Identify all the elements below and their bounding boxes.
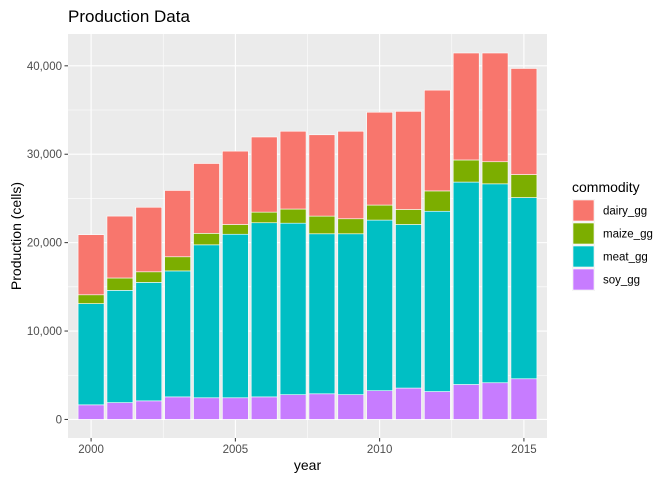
legend-label-meat_gg: meat_gg [603,252,648,264]
bar-maize_gg-2009 [337,218,365,235]
bar-soy_gg-2008 [308,393,336,420]
bar-maize_gg-2002 [135,271,163,283]
x-tick-label: 2010 [367,444,393,456]
bar-maize_gg-2000 [77,294,105,304]
bar-meat_gg-2015 [510,197,538,380]
bar-meat_gg-2001 [106,290,134,403]
bar-meat_gg-2010 [366,219,393,392]
chart-title: Production Data [68,7,190,26]
bar-soy_gg-2003 [164,396,191,420]
bar-dairy_gg-2001 [106,215,134,279]
bar-soy_gg-2001 [106,402,134,420]
bar-dairy_gg-2002 [135,206,163,273]
y-tick-label: 30,000 [27,149,62,161]
y-tick-label: 10,000 [27,326,62,338]
legend-key-maize_gg [572,222,595,245]
bar-maize_gg-2013 [452,159,480,183]
y-axis-title: Production (cells) [8,182,24,290]
bar-dairy_gg-2009 [337,130,365,220]
bar-maize_gg-2005 [222,224,249,235]
bar-meat_gg-2005 [222,233,249,399]
y-tick-label: 40,000 [27,61,62,73]
bar-maize_gg-2008 [308,215,336,235]
legend-key-soy_gg [572,268,595,291]
bar-dairy_gg-2013 [452,52,480,161]
y-tick-label: 0 [56,414,62,426]
bar-soy_gg-2004 [193,397,220,420]
x-tick-label: 2015 [511,444,537,456]
bar-soy_gg-2012 [424,391,451,420]
x-axis: 2000 2005 2010 2015 [78,438,537,456]
bar-meat_gg-2009 [337,233,365,395]
legend-label-maize_gg: maize_gg [603,229,653,241]
bar-maize_gg-2001 [106,277,134,291]
bar-soy_gg-2011 [395,387,422,420]
bar-soy_gg-2015 [510,378,538,420]
bar-dairy_gg-2003 [164,190,191,258]
bar-soy_gg-2014 [481,382,509,420]
bar-meat_gg-2012 [424,210,451,392]
bar-soy_gg-2002 [135,400,163,420]
legend-label-soy_gg: soy_gg [603,275,640,287]
bar-meat_gg-2000 [77,303,105,406]
bar-dairy_gg-2004 [193,163,220,234]
bar-meat_gg-2007 [279,222,307,395]
legend-key-meat_gg [572,245,595,268]
x-tick-label: 2005 [223,444,249,456]
x-axis-title: year [294,457,322,473]
bar-dairy_gg-2011 [395,111,422,210]
bar-meat_gg-2004 [193,244,220,399]
bar-maize_gg-2012 [424,190,451,212]
bar-maize_gg-2004 [193,233,220,246]
bar-meat_gg-2008 [308,233,336,395]
x-tick-label: 2000 [78,444,104,456]
bar-dairy_gg-2000 [77,234,105,296]
y-tick-label: 20,000 [27,238,62,250]
bars [77,52,538,420]
legend-title: commodity [572,179,640,195]
bar-dairy_gg-2007 [279,130,307,210]
legend-label-dairy_gg: dairy_gg [603,206,647,218]
bar-soy_gg-2006 [250,396,278,420]
bar-meat_gg-2006 [250,222,278,398]
bar-dairy_gg-2015 [510,68,538,175]
bar-dairy_gg-2006 [250,136,278,213]
bar-maize_gg-2015 [510,174,538,198]
bar-maize_gg-2006 [250,211,278,224]
bar-maize_gg-2011 [395,209,422,225]
y-axis: 0 10,000 20,000 30,000 40,000 [27,61,68,426]
bar-maize_gg-2007 [279,208,307,224]
bar-maize_gg-2003 [164,256,191,272]
bar-soy_gg-2009 [337,394,365,420]
bar-soy_gg-2007 [279,394,307,420]
bar-meat_gg-2013 [452,181,480,385]
bar-meat_gg-2002 [135,282,163,402]
bar-meat_gg-2003 [164,270,191,398]
bar-dairy_gg-2012 [424,89,451,192]
legend: commodity dairy_gg maize_gg meat_gg soy_gg [572,179,653,291]
bar-dairy_gg-2014 [481,52,509,163]
bar-maize_gg-2010 [366,204,393,221]
legend-key-dairy_gg [572,199,595,222]
bar-meat_gg-2014 [481,183,509,384]
bar-meat_gg-2011 [395,224,422,389]
bar-soy_gg-2013 [452,384,480,420]
bar-soy_gg-2005 [222,397,249,420]
bar-soy_gg-2010 [366,390,393,420]
bar-soy_gg-2000 [77,404,105,420]
bar-dairy_gg-2010 [366,111,393,206]
bar-maize_gg-2014 [481,161,509,185]
bar-dairy_gg-2005 [222,150,249,225]
bar-dairy_gg-2008 [308,134,336,217]
